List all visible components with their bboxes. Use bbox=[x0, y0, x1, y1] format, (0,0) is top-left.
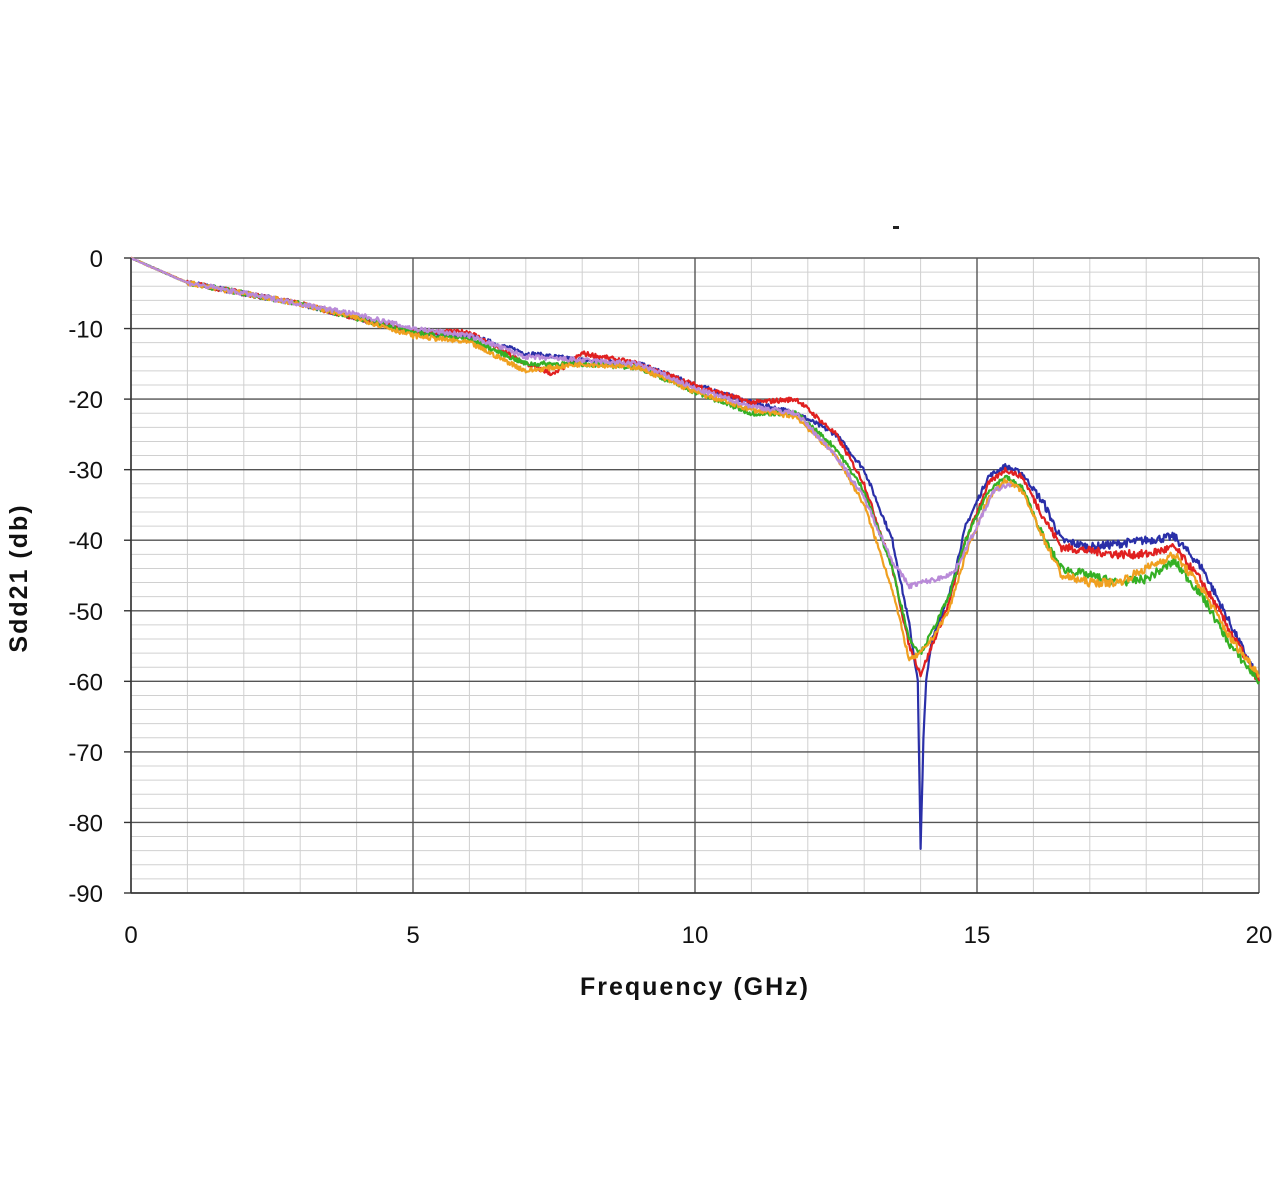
y-tick-label: -40 bbox=[68, 528, 103, 555]
x-tick-labels: 0 5 10 15 20 bbox=[124, 922, 1272, 949]
x-axis-title: Frequency (GHz) bbox=[580, 973, 810, 1001]
y-tick-label: -70 bbox=[68, 740, 103, 767]
x-tick-label: 5 bbox=[406, 922, 419, 949]
y-tick-label: -30 bbox=[68, 458, 103, 485]
x-tick-label: 15 bbox=[964, 922, 991, 949]
y-tick-labels: 0 -10 -20 -30 -40 -50 -60 -70 -80 -90 bbox=[68, 246, 131, 908]
series-line-5 bbox=[130, 257, 1012, 590]
x-tick-label: 20 bbox=[1246, 922, 1273, 949]
y-axis-title: Sdd21 (db) bbox=[5, 503, 33, 652]
x-tick-label: 0 bbox=[124, 922, 137, 949]
x-tick-label: 10 bbox=[682, 922, 709, 949]
y-tick-label: -60 bbox=[68, 669, 103, 696]
y-tick-label: -50 bbox=[68, 599, 103, 626]
y-tick-label: 0 bbox=[90, 246, 103, 273]
series-layer bbox=[130, 256, 1261, 851]
y-tick-label: -80 bbox=[68, 810, 103, 837]
y-tick-label: -20 bbox=[68, 387, 103, 414]
y-tick-label: -10 bbox=[68, 317, 103, 344]
y-tick-label: -90 bbox=[68, 881, 103, 908]
stray-mark bbox=[893, 226, 899, 229]
